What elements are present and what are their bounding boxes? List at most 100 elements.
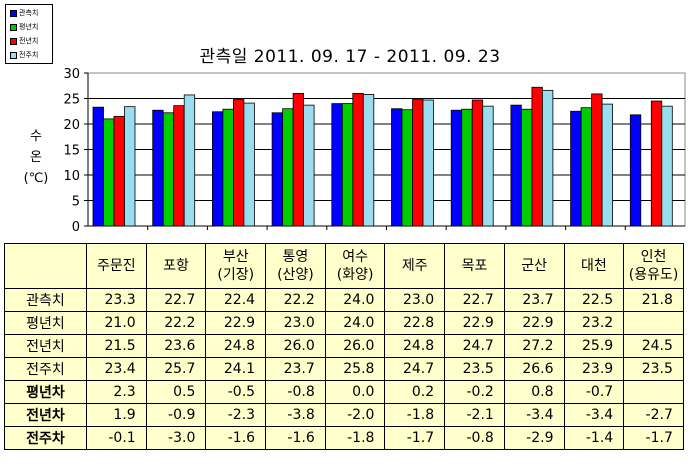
bar	[292, 93, 305, 227]
bar	[542, 89, 554, 227]
table-cell: -3.8	[265, 403, 326, 427]
legend-item: 관측치	[10, 8, 38, 19]
table-header-row: 주문진 포항 부산 (기장) 통영 (산양) 여수 (화양) 제주 목포 군산 대천 인천 (용유도)	[4, 243, 684, 289]
bar	[162, 112, 175, 227]
table-cell	[623, 311, 684, 335]
table-header-cell: 주문진	[86, 243, 147, 289]
table-cell: 21.8	[623, 288, 684, 312]
bar	[271, 112, 284, 227]
bar	[282, 108, 294, 227]
table-cell: -2.9	[503, 426, 565, 450]
table-cell: 22.5	[563, 288, 625, 312]
y-axis-title-line: 수	[30, 129, 42, 144]
table-row: 평년차 2.3 0.5 -0.5 -0.8 0.0 0.2 -0.2 0.8 -0.7	[4, 380, 684, 404]
bar	[422, 99, 434, 227]
table-cell: -1.8	[384, 403, 446, 427]
bar	[124, 106, 136, 227]
table-cell: 0.8	[503, 380, 565, 404]
bar	[531, 86, 543, 227]
table-cell: 24.8	[384, 334, 446, 358]
bar	[510, 104, 522, 227]
legend-swatch	[10, 51, 17, 59]
table-cell: -1.6	[205, 426, 267, 450]
bar	[232, 99, 245, 227]
bar	[580, 107, 592, 227]
table-cell: 24.7	[384, 357, 446, 381]
table-cell: 25.8	[324, 357, 386, 381]
table-cell: -0.9	[145, 403, 207, 427]
table-cell	[623, 380, 684, 404]
table-cell: 22.4	[205, 288, 267, 312]
y-tick-label: 10	[63, 169, 80, 184]
y-axis-title-line: 온	[30, 150, 42, 165]
y-axis-title: 수 온 (℃)	[16, 126, 56, 189]
bar	[152, 109, 164, 227]
chart-title: 관측일 2011. 09. 17 - 2011. 09. 23	[199, 47, 501, 67]
table-row: 전년차 1.9 -0.9 -2.3 -3.8 -2.0 -1.8 -2.1 -3.4 -3.4 -2…	[4, 403, 684, 427]
table-cell: 22.9	[444, 311, 505, 335]
table-cell: -3.4	[563, 403, 625, 427]
y-tick-label: 30	[63, 67, 80, 82]
bar	[601, 103, 613, 227]
y-tick-label: 0	[72, 220, 80, 235]
table-cell: 27.2	[503, 334, 565, 358]
bar	[401, 109, 413, 227]
table-cell: 23.5	[444, 357, 505, 381]
table-cell: -2.1	[444, 403, 505, 427]
bar	[591, 93, 603, 227]
table-cell: 25.7	[145, 357, 207, 381]
table-cell: -2.7	[623, 403, 684, 427]
table-row-label: 평년차	[4, 380, 87, 404]
table-cell: 23.4	[86, 357, 147, 381]
bar	[570, 110, 582, 227]
bar	[243, 102, 255, 227]
table-cell: 23.9	[563, 357, 625, 381]
legend-swatch	[10, 37, 17, 45]
chart-legend: 관측치 평년치 전년치 전주치	[5, 4, 53, 64]
table-cell: 21.5	[86, 334, 147, 358]
table-header-cell: 군산	[503, 243, 565, 289]
table-cell: 21.0	[86, 311, 147, 335]
table-cell: 22.2	[265, 288, 326, 312]
table-row: 전주치 23.4 25.7 24.1 23.7 25.8 24.7 23.5 26.6 23.9 2…	[4, 357, 684, 381]
legend-item: 평년치	[10, 22, 38, 33]
bar	[103, 118, 115, 227]
table-cell: 26.0	[265, 334, 326, 358]
table-cell: 25.9	[563, 334, 625, 358]
table-cell: 23.3	[86, 288, 147, 312]
table-cell: 23.7	[265, 357, 326, 381]
table-row-label: 전년치	[4, 334, 87, 358]
bar	[341, 103, 354, 227]
table-row: 전주차 -0.1 -3.0 -1.6 -1.6 -1.8 -1.7 -0.8 -2.9 -1.4-…	[4, 426, 684, 450]
y-tick-label: 20	[63, 118, 80, 133]
legend-label: 평년치	[19, 23, 39, 31]
table-cell: -0.1	[86, 426, 147, 450]
table-cell: 2.3	[86, 380, 147, 404]
bar-chart: 0 5 10 15 20 25 30	[63, 67, 686, 235]
legend-swatch	[10, 9, 17, 17]
table-header-cell: 대천	[563, 243, 625, 289]
table-cell: 26.0	[324, 334, 386, 358]
bar	[471, 99, 484, 227]
table-row: 관측치 23.3 22.7 22.4 22.2 24.0 23.0 22.7 23.7 22.5 2…	[4, 288, 684, 312]
table-cell: 22.8	[384, 311, 446, 335]
bar	[362, 94, 375, 227]
table-cell: 23.6	[145, 334, 207, 358]
bar	[412, 99, 424, 227]
table-cell: -0.8	[444, 426, 505, 450]
table-row-label: 전주차	[4, 426, 87, 450]
table-cell: 23.2	[563, 311, 625, 335]
bar	[331, 103, 343, 227]
data-table: 주문진 포항 부산 (기장) 통영 (산양) 여수 (화양) 제주 목포 군산 대천 인천 (용유도) 관측…	[4, 243, 684, 450]
table-cell: -0.5	[205, 380, 267, 404]
table-row: 전년치 21.5 23.6 24.8 26.0 26.0 24.8 24.7 27.2 25.9 2…	[4, 334, 684, 358]
bar	[661, 105, 673, 227]
legend-swatch	[10, 23, 17, 31]
table-cell: 24.0	[324, 311, 386, 335]
table-cell: -2.3	[205, 403, 267, 427]
table-cell: 0.0	[324, 380, 386, 404]
y-tick-label: 5	[72, 195, 80, 210]
legend-label: 전주치	[19, 51, 39, 59]
bar	[352, 93, 364, 227]
bar	[482, 105, 494, 227]
